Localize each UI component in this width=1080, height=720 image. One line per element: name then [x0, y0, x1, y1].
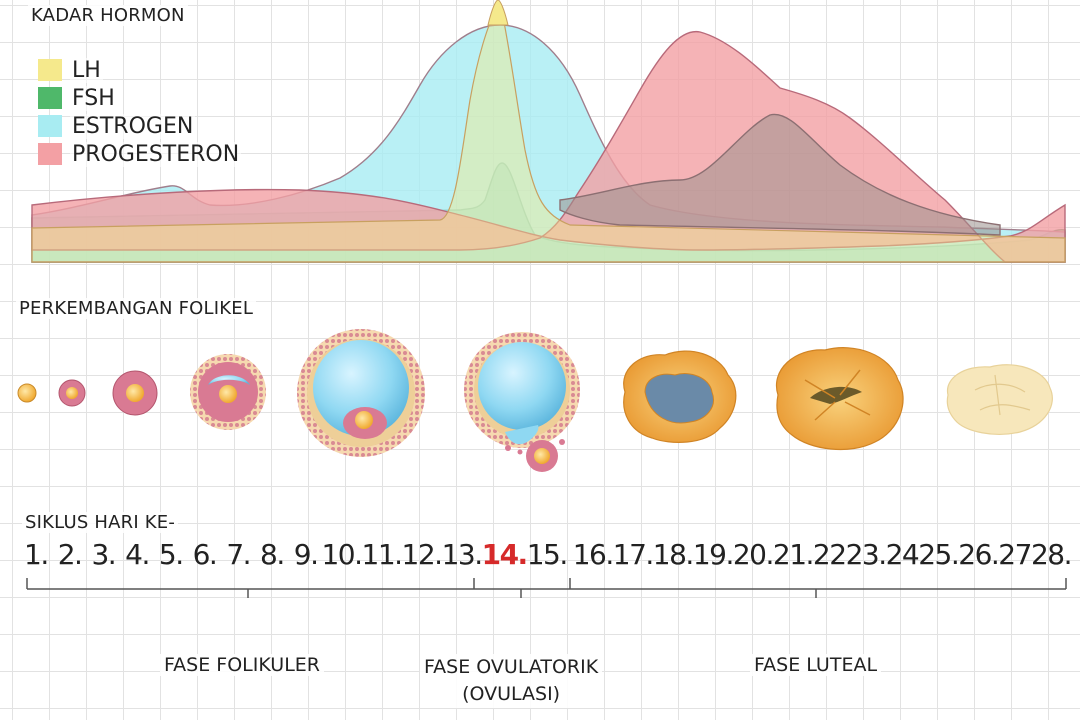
- legend-item-progesteron: PROGESTERON: [38, 140, 242, 168]
- lh-swatch: [38, 59, 62, 81]
- day-label: 19.: [692, 538, 735, 571]
- hormone-level-chart: [31, 0, 1066, 263]
- day-label: 16.: [572, 538, 615, 571]
- day-label: 22: [812, 538, 847, 571]
- day-label: 4.: [125, 538, 150, 571]
- phase-label-ovulatory: FASE OVULATORIK (OVULASI): [420, 654, 603, 708]
- legend-label-progesteron: PROGESTERON: [70, 141, 242, 167]
- legend-item-lh: LH: [38, 56, 241, 84]
- day-label: 17.: [612, 538, 655, 571]
- primary-follicle-icon: [58, 379, 86, 407]
- day-label: 23.: [845, 538, 888, 571]
- legend-item-estrogen: ESTROGEN: [38, 112, 241, 140]
- hormone-legend: LH FSH ESTROGEN PROGESTERON: [38, 56, 242, 168]
- day-label: 15.: [526, 538, 569, 571]
- follicle-development-row: [17, 329, 1053, 472]
- day-label: 3.: [91, 538, 116, 571]
- hormone-chart-title: KADAR HORMON: [28, 5, 188, 26]
- phase-bracket: [26, 578, 1067, 598]
- mature-corpus-luteum-icon: [775, 347, 904, 451]
- legend-label-fsh: FSH: [70, 85, 117, 111]
- phase-label-luteal: FASE LUTEAL: [750, 654, 882, 676]
- day-label: 27: [998, 538, 1032, 571]
- day-label: 1.: [24, 538, 49, 571]
- day-label: 24: [885, 538, 920, 571]
- progesteron-swatch: [38, 143, 62, 165]
- day-label-highlight: 14.: [481, 538, 529, 571]
- day-label: 11.: [361, 538, 404, 571]
- day-label: 13.: [441, 538, 484, 571]
- fsh-swatch: [38, 87, 62, 109]
- day-label: 7.: [226, 538, 251, 571]
- cycle-days-row: 1. 2. 3. 4. 5. 6. 7. 8. 9. 10. 11. 12. 1…: [24, 538, 1073, 571]
- graafian-follicle-icon: [297, 329, 425, 457]
- day-label: 5.: [158, 538, 184, 571]
- phase-label-ovulatory-line2: (OVULASI): [462, 683, 561, 705]
- secondary-follicle-icon: [112, 370, 158, 416]
- estrogen-swatch: [38, 115, 62, 137]
- day-label: 8.: [260, 538, 285, 571]
- cycle-days-title: SIKLUS HARI KE-: [22, 512, 179, 533]
- corpus-luteum-icon: [623, 350, 737, 443]
- phase-label-ovulatory-line1: FASE OVULATORIK: [424, 656, 599, 678]
- day-label: 21.: [772, 538, 815, 571]
- day-label: 26.: [958, 538, 1000, 571]
- follicle-section-title: PERKEMBANGAN FOLIKEL: [16, 298, 257, 319]
- overlap-area: [559, 113, 1001, 236]
- phase-label-follicular: FASE FOLIKULER: [160, 654, 325, 676]
- primordial-follicle-icon: [17, 383, 37, 403]
- ovulating-follicle-icon: [464, 332, 580, 472]
- day-label: 18.: [652, 538, 695, 571]
- early-antral-follicle-icon: [190, 354, 266, 430]
- day-label: 9.: [293, 538, 319, 571]
- corpus-albicans-icon: [946, 364, 1053, 435]
- day-label: 12.: [401, 538, 444, 571]
- legend-item-fsh: FSH: [38, 84, 241, 112]
- legend-label-lh: LH: [70, 57, 103, 83]
- day-label: 6.: [192, 538, 218, 571]
- day-label: 10.: [321, 538, 363, 571]
- day-label: 2.: [57, 538, 83, 571]
- day-label: 20.: [732, 538, 775, 571]
- lh-peak: [487, 0, 509, 26]
- legend-label-estrogen: ESTROGEN: [70, 113, 196, 139]
- day-label: 28.: [1030, 538, 1073, 571]
- day-label: 25.: [918, 538, 960, 571]
